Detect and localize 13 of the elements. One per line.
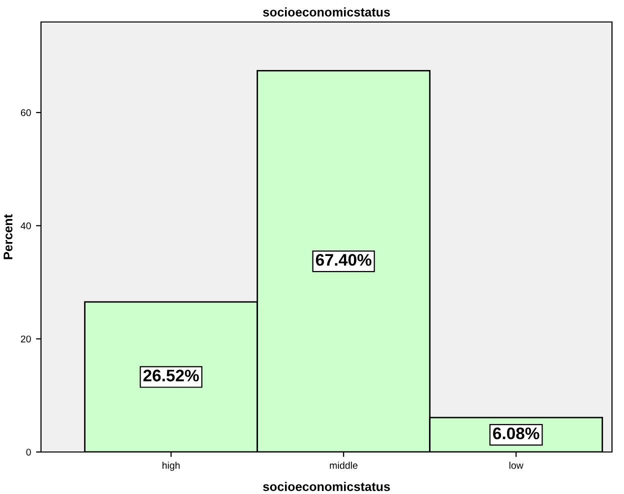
y-tick-label: 40 (20, 222, 31, 230)
y-tick-label: 0 (26, 448, 31, 456)
data-label: 26.52% (143, 370, 199, 382)
y-axis-title: Percent (4, 214, 12, 260)
x-tick-label: low (509, 462, 524, 469)
x-tick-label: middle (330, 462, 358, 469)
chart-title: socioeconomicstatus (263, 7, 390, 17)
y-tick-label: 20 (20, 336, 31, 342)
data-label: 67.40% (316, 254, 372, 266)
x-tick-label: high (162, 462, 180, 471)
data-label: 6.08% (493, 427, 540, 440)
y-tick-label: 60 (20, 109, 31, 116)
x-axis-title: socioeconomicstatus (263, 482, 390, 492)
